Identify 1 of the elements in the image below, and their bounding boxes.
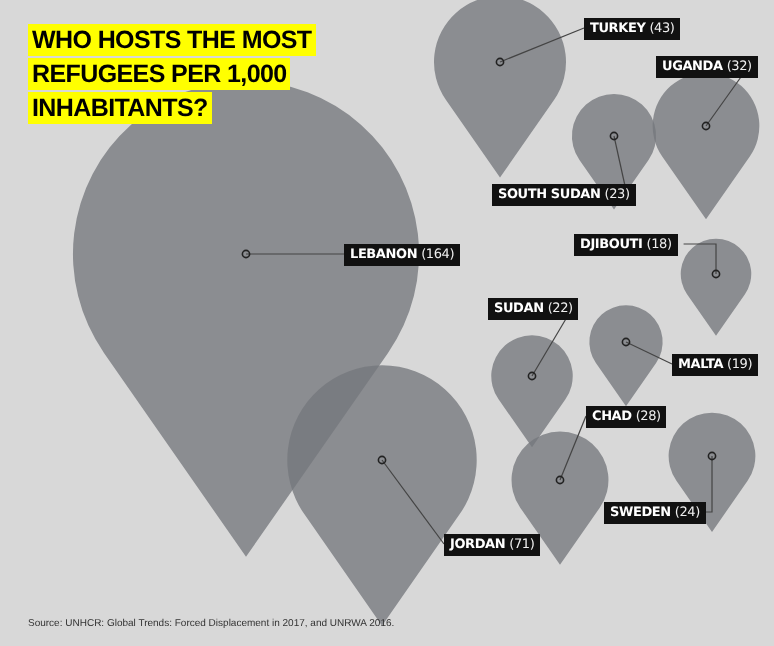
text: WHO HOSTS THE MOST REFUGEES PER 1,000 INHABITANTS? [28,24,316,124]
